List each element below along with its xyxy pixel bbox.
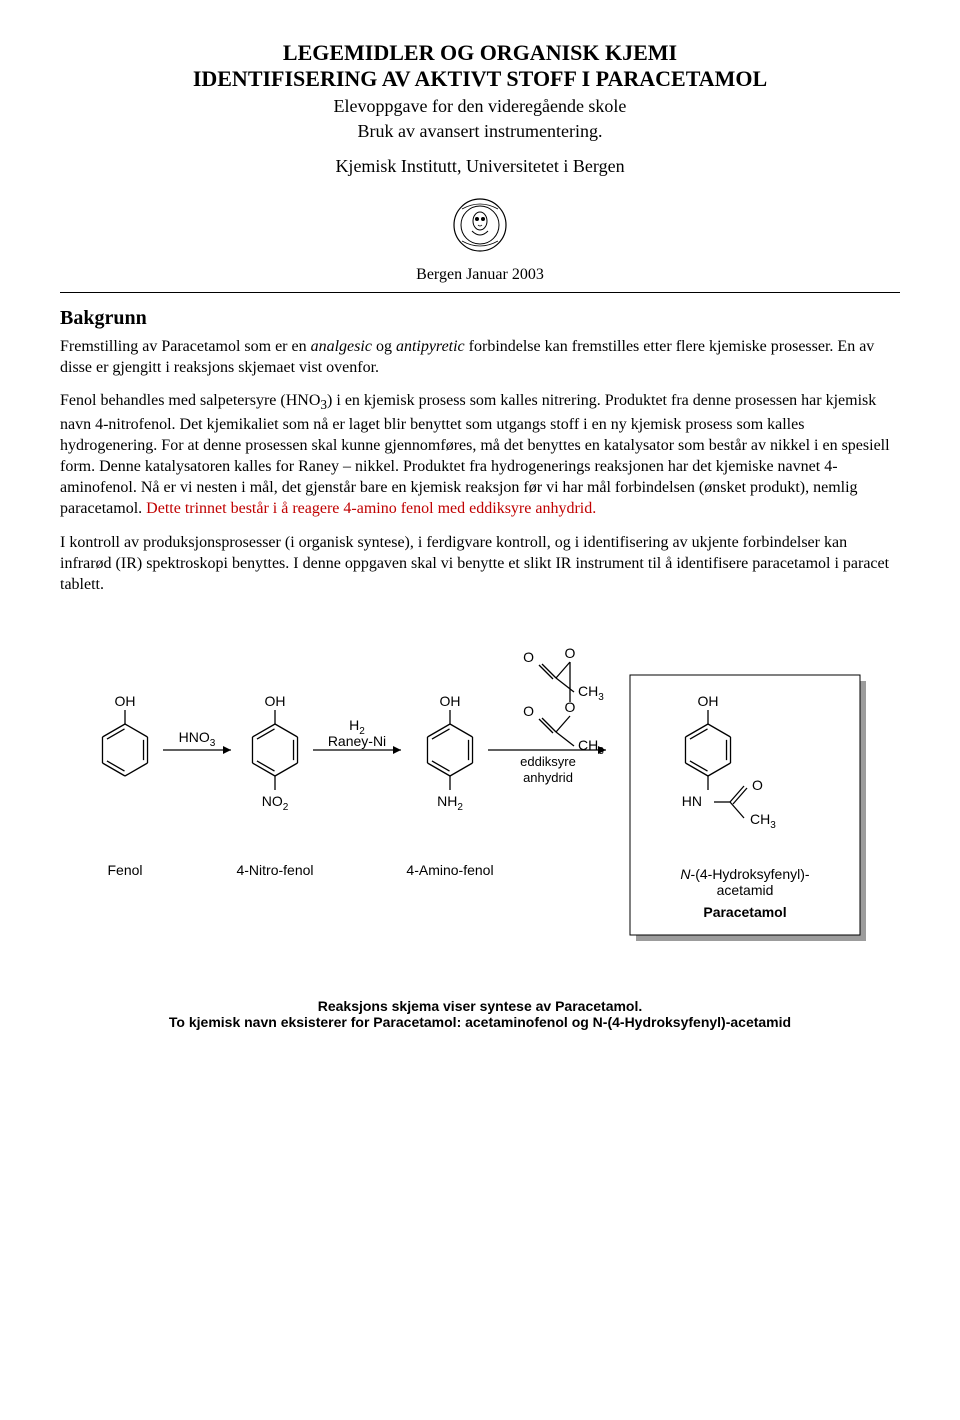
svg-text:Fenol: Fenol bbox=[107, 862, 142, 878]
p1-b: og bbox=[372, 338, 396, 355]
p2-a: Fenol behandles med salpetersyre (HNO bbox=[60, 392, 320, 409]
p1-i2: antipyretic bbox=[396, 338, 465, 355]
title-line1: LEGEMIDLER OG ORGANISK KJEMI bbox=[60, 40, 900, 66]
svg-text:O: O bbox=[565, 645, 576, 661]
svg-text:anhydrid: anhydrid bbox=[523, 770, 573, 785]
p2-b: ) i en kjemisk prosess som kalles nitrer… bbox=[60, 392, 890, 517]
svg-text:4-Nitro-fenol: 4-Nitro-fenol bbox=[236, 862, 313, 878]
reaction-scheme-svg: OHHNO3OHNO2H2Raney-NiOHNH2OOCH3OOCH3eddi… bbox=[70, 615, 890, 975]
reaction-scheme: OHHNO3OHNO2H2Raney-NiOHNH2OOCH3OOCH3eddi… bbox=[60, 615, 900, 980]
paragraph-3: I kontroll av produksjonsprosesser (i or… bbox=[60, 532, 900, 595]
svg-text:4-Amino-fenol: 4-Amino-fenol bbox=[406, 862, 493, 878]
svg-text:acetamid: acetamid bbox=[717, 882, 774, 898]
paragraph-2: Fenol behandles med salpetersyre (HNO3) … bbox=[60, 390, 900, 519]
svg-text:OH: OH bbox=[115, 693, 136, 709]
caption-1: Reaksjons skjema viser syntese av Parace… bbox=[60, 998, 900, 1014]
svg-text:OH: OH bbox=[440, 693, 461, 709]
subtitle-1: Elevoppgave for den videregående skole bbox=[60, 96, 900, 117]
svg-text:N-(4-Hydroksyfenyl)-: N-(4-Hydroksyfenyl)- bbox=[680, 866, 809, 882]
p2-red: Dette trinnet består i å reagere 4-amino… bbox=[146, 500, 596, 517]
svg-text:eddiksyre: eddiksyre bbox=[520, 754, 576, 769]
university-logo bbox=[60, 195, 900, 260]
svg-text:O: O bbox=[752, 777, 763, 793]
uib-seal-icon bbox=[450, 195, 510, 255]
subtitle-2: Bruk av avansert instrumentering. bbox=[60, 121, 900, 142]
svg-text:O: O bbox=[523, 649, 534, 665]
date-line: Bergen Januar 2003 bbox=[60, 266, 900, 284]
separator-line bbox=[60, 292, 900, 293]
title-line2: IDENTIFISERING AV AKTIVT STOFF I PARACET… bbox=[60, 66, 900, 92]
svg-text:NO2: NO2 bbox=[262, 793, 289, 813]
svg-text:HNO3: HNO3 bbox=[179, 729, 216, 749]
institution: Kjemisk Institutt, Universitetet i Berge… bbox=[60, 156, 900, 177]
svg-text:HN: HN bbox=[682, 793, 702, 809]
svg-text:Paracetamol: Paracetamol bbox=[703, 904, 786, 920]
caption-2: To kjemisk navn eksisterer for Paracetam… bbox=[60, 1014, 900, 1030]
svg-text:CH3: CH3 bbox=[578, 737, 604, 757]
section-head-bakgrunn: Bakgrunn bbox=[60, 307, 900, 330]
svg-text:OH: OH bbox=[265, 693, 286, 709]
p1-i1: analgesic bbox=[311, 338, 372, 355]
p1-a: Fremstilling av Paracetamol som er en bbox=[60, 338, 311, 355]
svg-text:NH2: NH2 bbox=[437, 793, 463, 813]
svg-text:Raney-Ni: Raney-Ni bbox=[328, 733, 386, 749]
svg-text:O: O bbox=[565, 699, 576, 715]
svg-text:OH: OH bbox=[698, 693, 719, 709]
svg-text:CH3: CH3 bbox=[578, 683, 604, 703]
paragraph-1: Fremstilling av Paracetamol som er en an… bbox=[60, 336, 900, 378]
svg-text:O: O bbox=[523, 703, 534, 719]
title-block: LEGEMIDLER OG ORGANISK KJEMI IDENTIFISER… bbox=[60, 40, 900, 177]
